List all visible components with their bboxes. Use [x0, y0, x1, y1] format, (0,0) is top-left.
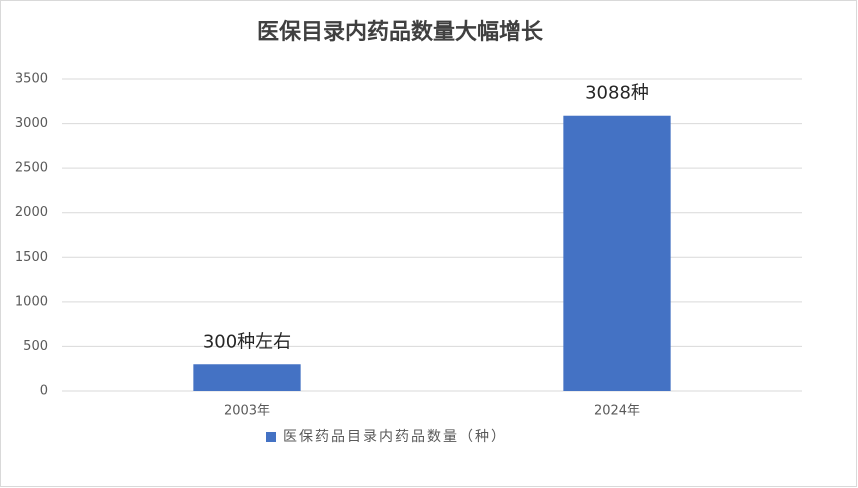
- y-tick-label: 0: [40, 384, 48, 399]
- y-tick-label: 3000: [15, 116, 48, 131]
- chart-title: 医保目录内药品数量大幅增长: [257, 19, 544, 45]
- y-tick-label: 2500: [15, 161, 48, 176]
- x-tick-label: 2003年: [224, 404, 270, 419]
- y-tick-label: 500: [23, 339, 48, 354]
- data-label: 3088种: [585, 83, 649, 104]
- legend-label: 医保药品目录内药品数量（种）: [283, 429, 507, 445]
- x-tick-label: 2024年: [594, 404, 640, 419]
- legend-swatch: [266, 432, 276, 442]
- data-label: 300种左右: [203, 331, 291, 352]
- bar: [193, 364, 301, 391]
- y-tick-label: 1000: [15, 294, 48, 309]
- bar: [563, 115, 671, 391]
- y-tick-label: 3500: [15, 72, 48, 87]
- y-tick-label: 1500: [15, 250, 48, 265]
- y-tick-label: 2000: [15, 205, 48, 220]
